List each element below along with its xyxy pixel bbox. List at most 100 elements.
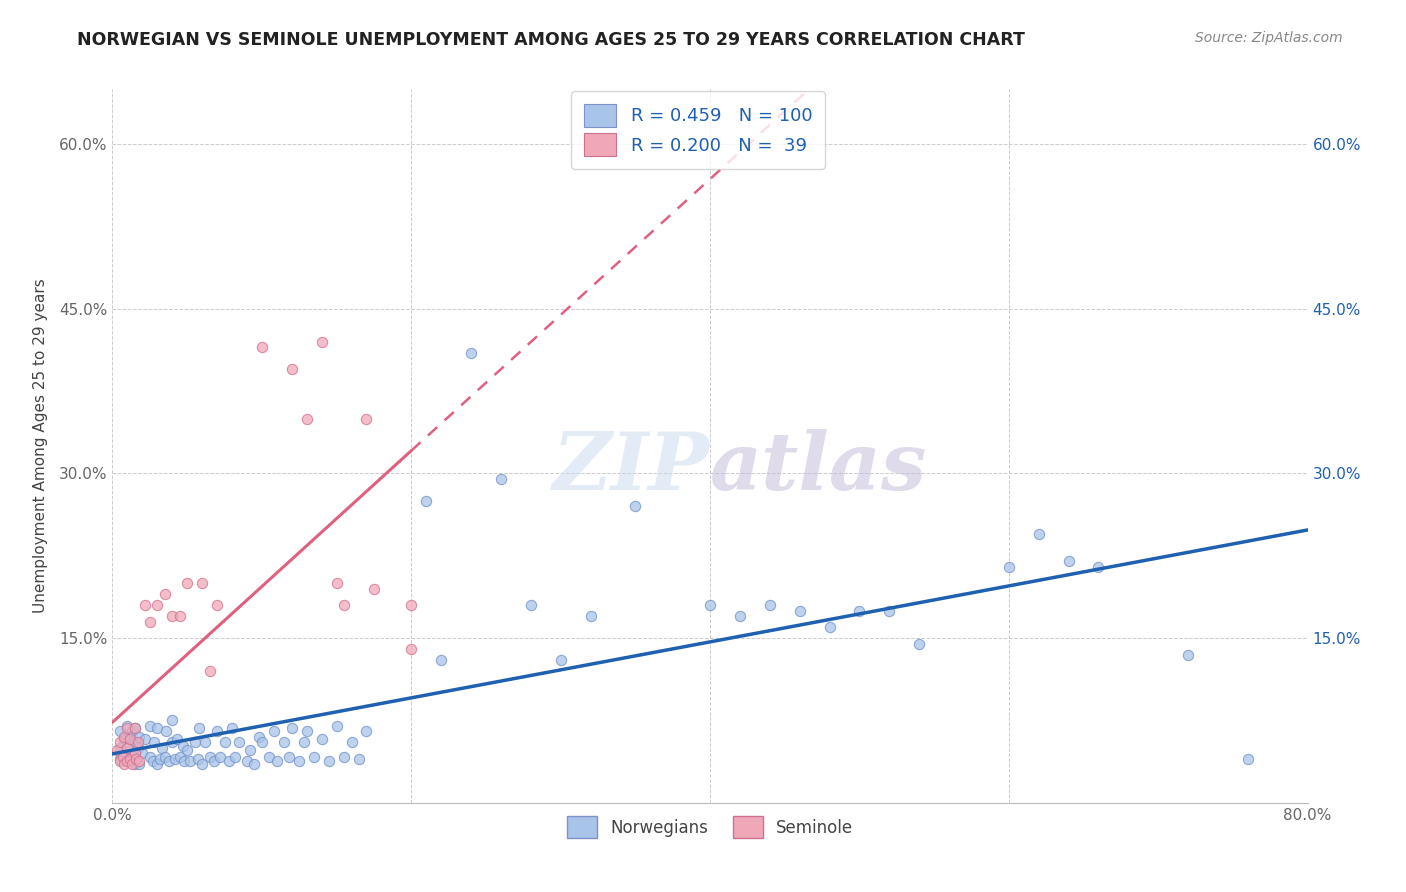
Point: [134, 598, 156, 612]
Point: [108, 754, 131, 768]
Point: [162, 609, 183, 624]
Point: [128, 757, 150, 772]
Point: [105, 743, 128, 757]
Point: [333, 598, 356, 612]
Point: [1028, 526, 1050, 541]
Point: [460, 345, 482, 359]
Point: [146, 757, 169, 772]
Point: [120, 749, 142, 764]
Point: [998, 559, 1021, 574]
Point: [153, 749, 176, 764]
Point: [311, 732, 333, 747]
Point: [1057, 554, 1080, 568]
Point: [117, 719, 139, 733]
Point: [295, 411, 318, 425]
Point: [139, 615, 162, 629]
Point: [157, 754, 180, 768]
Text: ZIP: ZIP: [553, 429, 710, 506]
Point: [155, 724, 177, 739]
Point: [363, 582, 385, 596]
Point: [125, 752, 148, 766]
Text: NORWEGIAN VS SEMINOLE UNEMPLOYMENT AMONG AGES 25 TO 29 YEARS CORRELATION CHART: NORWEGIAN VS SEMINOLE UNEMPLOYMENT AMONG…: [77, 31, 1025, 49]
Point: [150, 740, 173, 755]
Point: [263, 724, 285, 739]
Point: [250, 340, 273, 354]
Point: [124, 757, 146, 772]
Point: [277, 749, 299, 764]
Point: [108, 740, 131, 755]
Point: [250, 735, 273, 749]
Point: [1177, 648, 1199, 662]
Point: [121, 757, 143, 772]
Point: [124, 747, 146, 761]
Point: [121, 754, 143, 768]
Point: [1237, 752, 1260, 766]
Point: [218, 754, 240, 768]
Legend: Norwegians, Seminole: Norwegians, Seminole: [560, 810, 860, 845]
Point: [172, 739, 194, 753]
Point: [228, 735, 250, 749]
Point: [273, 735, 295, 749]
Point: [139, 749, 162, 764]
Point: [127, 740, 149, 755]
Point: [430, 653, 453, 667]
Point: [550, 653, 572, 667]
Point: [108, 724, 131, 739]
Text: Source: ZipAtlas.com: Source: ZipAtlas.com: [1195, 31, 1343, 45]
Point: [117, 754, 139, 768]
Point: [520, 598, 543, 612]
Point: [247, 730, 270, 744]
Point: [125, 752, 148, 766]
Point: [198, 664, 221, 678]
Point: [169, 749, 191, 764]
Point: [356, 724, 378, 739]
Point: [325, 719, 347, 733]
Point: [117, 740, 139, 755]
Point: [759, 598, 782, 612]
Point: [236, 754, 259, 768]
Point: [489, 472, 512, 486]
Point: [124, 721, 146, 735]
Point: [166, 732, 188, 747]
Point: [347, 752, 370, 766]
Point: [111, 749, 134, 764]
Point: [340, 735, 363, 749]
Point: [401, 642, 423, 657]
Point: [848, 604, 870, 618]
Point: [176, 576, 198, 591]
Point: [121, 724, 143, 739]
Point: [183, 735, 205, 749]
Point: [124, 735, 146, 749]
Point: [205, 724, 228, 739]
Point: [318, 754, 340, 768]
Point: [187, 752, 209, 766]
Point: [146, 598, 169, 612]
Point: [114, 730, 135, 744]
Point: [191, 757, 214, 772]
Point: [117, 735, 139, 749]
Point: [194, 735, 217, 749]
Point: [131, 747, 153, 761]
Point: [288, 754, 311, 768]
Point: [124, 747, 146, 761]
Point: [699, 598, 721, 612]
Point: [311, 334, 333, 349]
Y-axis label: Unemployment Among Ages 25 to 29 years: Unemployment Among Ages 25 to 29 years: [32, 278, 48, 614]
Point: [108, 752, 131, 766]
Point: [325, 576, 347, 591]
Point: [209, 749, 232, 764]
Point: [239, 743, 262, 757]
Point: [214, 735, 236, 749]
Point: [202, 754, 225, 768]
Text: atlas: atlas: [710, 429, 928, 506]
Point: [789, 604, 811, 618]
Point: [205, 598, 228, 612]
Point: [114, 749, 135, 764]
Point: [224, 749, 246, 764]
Point: [149, 752, 172, 766]
Point: [127, 735, 149, 749]
Point: [243, 757, 266, 772]
Point: [624, 500, 647, 514]
Point: [879, 604, 901, 618]
Point: [117, 721, 139, 735]
